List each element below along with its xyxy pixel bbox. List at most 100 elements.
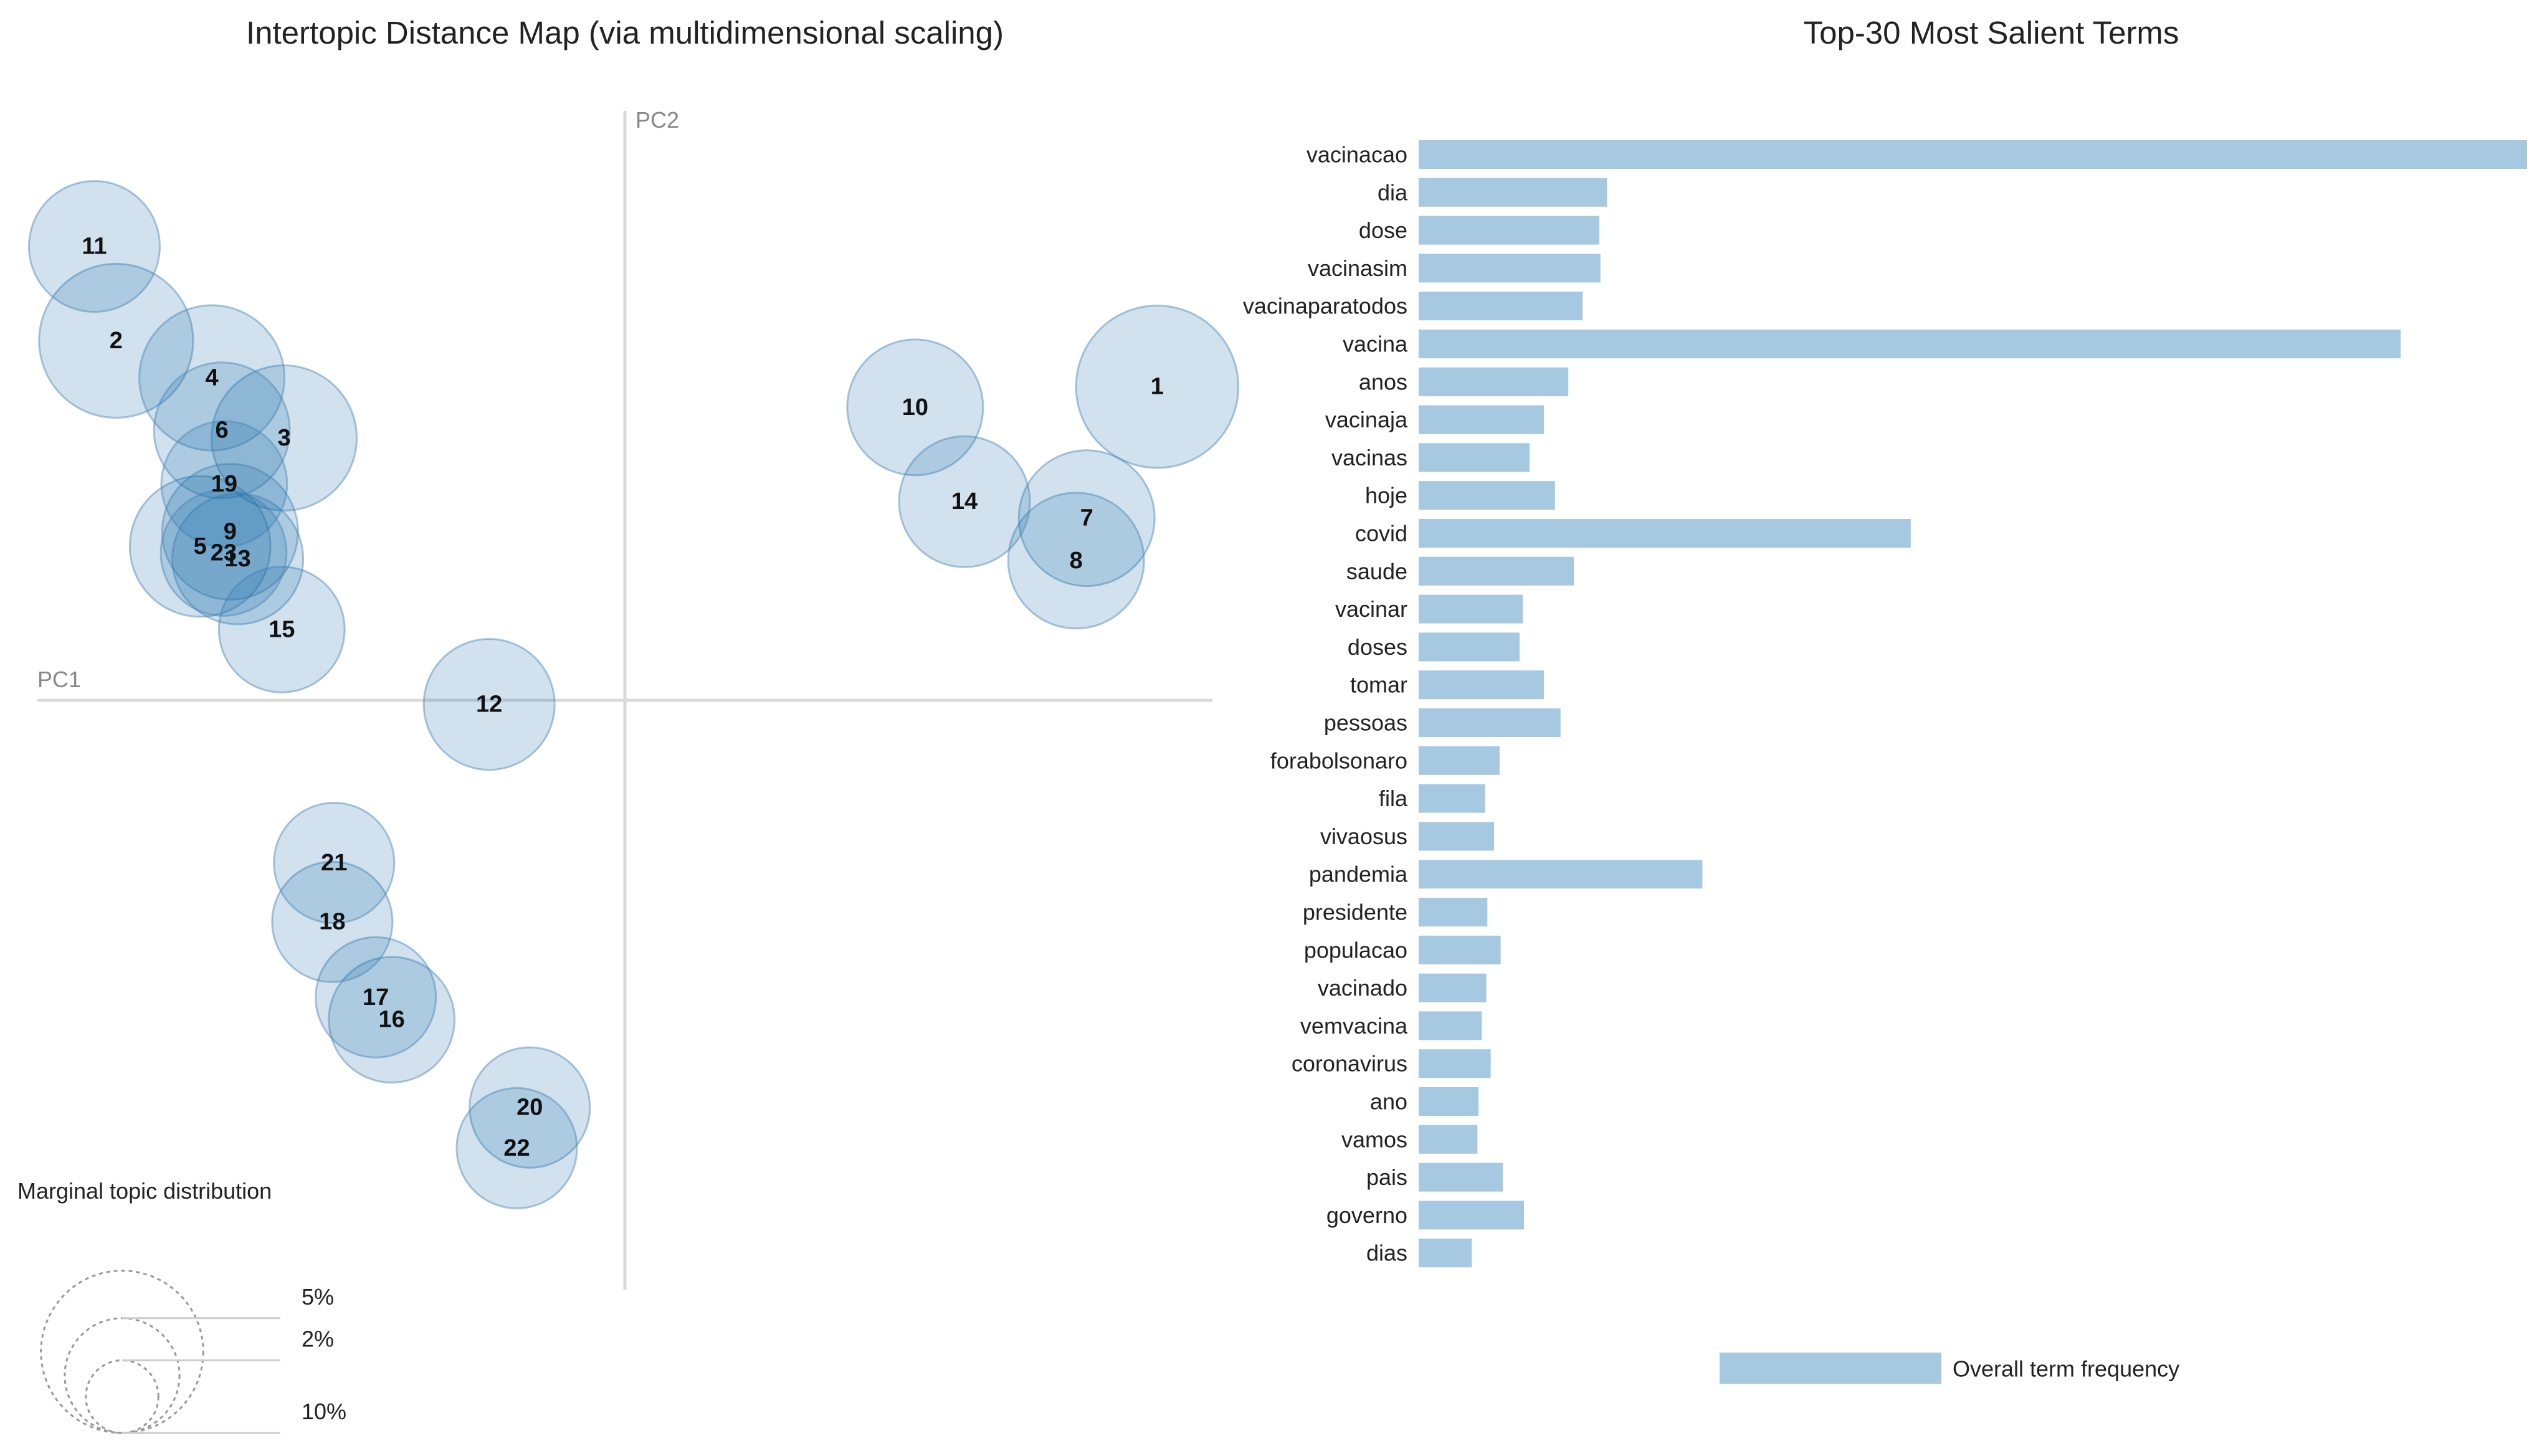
term-label-populacao[interactable]: populacao [1304, 937, 1407, 963]
marginal-topic-distribution-legend: Marginal topic distribution 2% 5% 10% [17, 1178, 346, 1434]
intertopic-distance-map: Intertopic Distance Map (via multidimens… [17, 15, 1240, 1434]
term-bar-vamos[interactable] [1419, 1125, 1478, 1154]
topic-circle-15[interactable] [217, 566, 346, 693]
topic-circle-12[interactable] [422, 638, 556, 771]
term-bar-pandemia[interactable] [1419, 860, 1703, 889]
term-bar-vacinacao[interactable] [1419, 140, 2527, 169]
topic-circle-21[interactable] [273, 802, 396, 925]
term-label-vacinaja[interactable]: vacinaja [1325, 407, 1408, 432]
topic-circle-2[interactable] [38, 262, 194, 419]
term-label-governo[interactable]: governo [1326, 1202, 1407, 1228]
term-row-pessoas: pessoas [1324, 708, 1561, 737]
term-bar-fila[interactable] [1419, 784, 1485, 813]
term-label-vacinar[interactable]: vacinar [1335, 596, 1407, 622]
topic-label-2: 2 [110, 328, 123, 354]
topic-label-14: 14 [951, 488, 978, 515]
term-label-vamos[interactable]: vamos [1341, 1126, 1407, 1152]
term-bar-coronavirus[interactable] [1419, 1049, 1491, 1078]
term-bar-dia[interactable] [1419, 178, 1607, 207]
term-bar-vacinas[interactable] [1419, 443, 1530, 472]
topic-circle-11[interactable] [27, 180, 161, 313]
term-label-forabolsonaro[interactable]: forabolsonaro [1270, 748, 1407, 773]
term-label-pandemia[interactable]: pandemia [1309, 862, 1408, 887]
topic-circle-10[interactable] [846, 338, 984, 477]
term-label-pessoas[interactable]: pessoas [1324, 710, 1407, 736]
term-label-vacinaparatodos[interactable]: vacinaparatodos [1243, 293, 1407, 319]
topic-circle-13[interactable] [171, 492, 305, 626]
term-label-dose[interactable]: dose [1359, 217, 1407, 243]
bar-legend: Overall term frequency [1720, 1353, 2179, 1384]
size-legend-title: Marginal topic distribution [17, 1178, 272, 1204]
term-bar-hoje[interactable] [1419, 481, 1555, 510]
topic-circle-16[interactable] [328, 956, 456, 1084]
term-row-fila: fila [1379, 784, 1485, 813]
term-bar-forabolsonaro[interactable] [1419, 746, 1500, 775]
topic-circle-6[interactable] [153, 361, 291, 500]
term-bar-ano[interactable] [1419, 1087, 1479, 1116]
topic-circle-22[interactable] [455, 1087, 578, 1210]
intertopic-map-title: Intertopic Distance Map (via multidimens… [246, 15, 1004, 50]
topic-circle-7[interactable] [1017, 449, 1156, 588]
topic-circle-5[interactable] [128, 475, 272, 618]
term-row-vemvacina: vemvacina [1300, 1011, 1482, 1040]
term-bar-tomar[interactable] [1419, 670, 1545, 700]
term-bar-populacao[interactable] [1419, 935, 1501, 964]
topic-circle-14[interactable] [898, 435, 1031, 568]
size-legend-label-5: 5% [302, 1284, 334, 1310]
topic-circle-20[interactable] [469, 1046, 591, 1169]
topic-circle-18[interactable] [271, 860, 394, 983]
term-label-vacinas[interactable]: vacinas [1331, 445, 1407, 470]
topic-circle-3[interactable] [211, 364, 358, 512]
topic-circle-17[interactable] [315, 936, 437, 1059]
term-bar-dias[interactable] [1419, 1239, 1472, 1268]
term-bar-vacinado[interactable] [1419, 973, 1487, 1002]
term-row-vivaosus: vivaosus [1320, 822, 1494, 851]
term-label-vacina[interactable]: vacina [1343, 331, 1408, 357]
term-label-coronavirus[interactable]: coronavirus [1292, 1051, 1407, 1077]
topic-circle-19[interactable] [160, 420, 288, 548]
term-bar-vivaosus[interactable] [1419, 822, 1494, 851]
term-bar-vacinaparatodos[interactable] [1419, 292, 1583, 321]
term-bar-pessoas[interactable] [1419, 708, 1561, 737]
term-label-hoje[interactable]: hoje [1365, 483, 1407, 508]
term-bar-anos[interactable] [1419, 367, 1569, 396]
term-label-ano[interactable]: ano [1370, 1089, 1407, 1115]
term-label-vacinacao[interactable]: vacinacao [1307, 142, 1407, 168]
term-label-fila[interactable]: fila [1379, 786, 1408, 811]
term-label-pais[interactable]: pais [1366, 1164, 1407, 1190]
term-label-doses[interactable]: doses [1348, 634, 1407, 660]
term-label-covid[interactable]: covid [1355, 521, 1407, 546]
term-bar-vacinar[interactable] [1419, 594, 1523, 624]
topic-circle-23[interactable] [159, 489, 288, 617]
topic-circle-1[interactable] [1075, 304, 1240, 469]
term-label-vivaosus[interactable]: vivaosus [1320, 824, 1407, 849]
term-label-presidente[interactable]: presidente [1303, 900, 1407, 925]
term-bar-saude[interactable] [1419, 556, 1574, 586]
term-bar-doses[interactable] [1419, 632, 1520, 662]
term-row-vacina: vacina [1343, 330, 2401, 358]
pc1-axis-label: PC1 [37, 667, 81, 692]
topic-circle-4[interactable] [138, 304, 286, 452]
term-label-dia[interactable]: dia [1378, 179, 1408, 205]
term-label-saude[interactable]: saude [1346, 558, 1407, 584]
term-label-dias[interactable]: dias [1366, 1240, 1407, 1266]
term-bar-presidente[interactable] [1419, 898, 1488, 926]
term-label-anos[interactable]: anos [1359, 369, 1407, 394]
topic-circle-9[interactable] [161, 462, 299, 601]
topic-circle-8[interactable] [1007, 492, 1145, 630]
term-label-vacinasim[interactable]: vacinasim [1308, 255, 1407, 281]
term-bar-pais[interactable] [1419, 1163, 1503, 1192]
term-row-dias: dias [1366, 1239, 1472, 1268]
term-label-vemvacina[interactable]: vemvacina [1300, 1013, 1408, 1039]
term-bar-vacina[interactable] [1419, 330, 2401, 358]
term-bar-dose[interactable] [1419, 216, 1599, 245]
term-bar-vacinasim[interactable] [1419, 254, 1601, 283]
term-bar-vemvacina[interactable] [1419, 1011, 1482, 1040]
term-label-vacinado[interactable]: vacinado [1318, 975, 1407, 1001]
term-bar-governo[interactable] [1419, 1201, 1525, 1230]
topic-label-8: 8 [1070, 548, 1083, 574]
term-bar-vacinaja[interactable] [1419, 405, 1545, 434]
term-label-tomar[interactable]: tomar [1350, 672, 1407, 698]
term-bar-covid[interactable] [1419, 519, 1911, 548]
